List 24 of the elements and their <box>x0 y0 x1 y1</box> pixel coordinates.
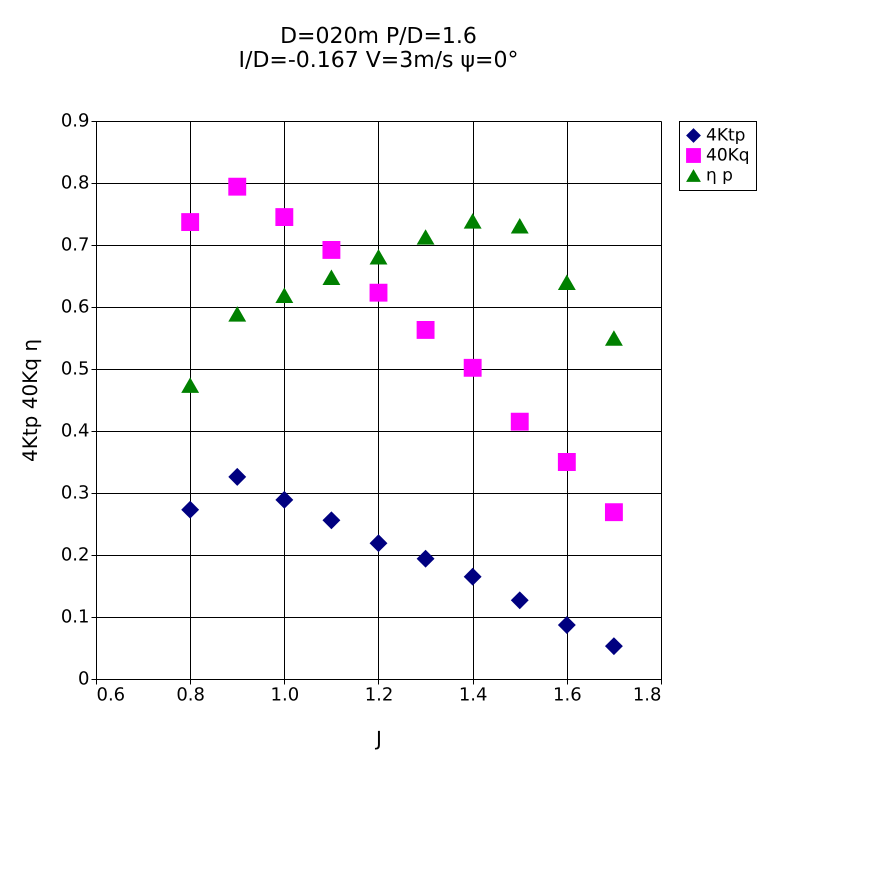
text: I/D=-0.167 V=3m/s ψ=0° <box>238 48 518 73</box>
y-tick-label: 0.1 <box>60 606 90 628</box>
y-tick-label: 0.2 <box>60 544 90 566</box>
x-tick-label: 1.2 <box>364 684 394 706</box>
legend-label: 4Ktp <box>706 126 746 146</box>
x-tick-label: 0.8 <box>176 684 205 706</box>
y-tick-label: 0.3 <box>60 482 90 504</box>
legend-label: η p <box>706 166 733 186</box>
x-axis-title: J <box>374 726 382 750</box>
x-tick-label: 1.8 <box>632 684 662 706</box>
y-tick-label: 0.7 <box>60 234 90 256</box>
y-tick-label: 0.5 <box>60 358 90 380</box>
y-tick-label: 0.9 <box>60 110 90 132</box>
y-axis-title: 4Ktp 40Kq η <box>18 338 42 462</box>
y-tick-label: 0 <box>78 668 90 690</box>
y-tick-label: 0.8 <box>60 172 90 194</box>
x-tick-label: 1.6 <box>553 684 582 706</box>
y-tick-label: 0.6 <box>60 296 90 318</box>
x-tick-label: 1.0 <box>270 684 300 706</box>
legend-label: 40Kq <box>706 146 750 166</box>
text: D=020m P/D=1.6 <box>280 24 477 49</box>
x-tick-label: 1.4 <box>458 684 488 706</box>
y-tick-label: 0.4 <box>60 420 90 442</box>
x-tick-label: 0.6 <box>96 684 126 706</box>
